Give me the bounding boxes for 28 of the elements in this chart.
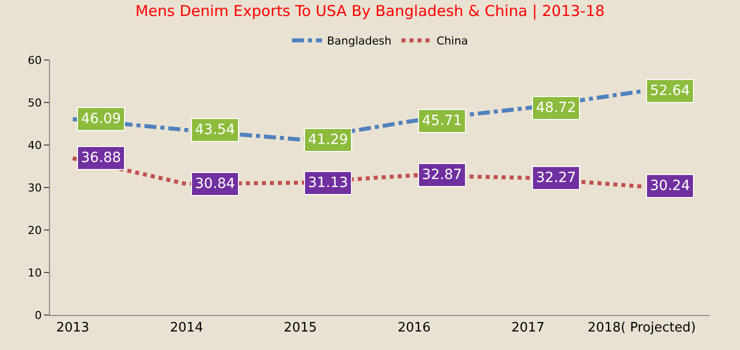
- chart-title: Mens Denim Exports To USA By Bangladesh & China | 2013-18: [135, 2, 605, 20]
- data-label: 41.29: [308, 132, 348, 148]
- x-tick-label: 2013: [56, 320, 90, 336]
- data-label: 43.54: [195, 122, 236, 138]
- data-label: 32.87: [422, 167, 462, 183]
- y-tick-label: 10: [28, 266, 42, 280]
- data-label: 31.13: [308, 175, 348, 191]
- x-tick-label: 2017: [511, 320, 544, 336]
- data-label: 52.64: [650, 83, 690, 99]
- x-tick-label: 2018( Projected): [588, 320, 696, 336]
- y-tick-label: 40: [28, 138, 42, 152]
- data-label: 30.84: [195, 176, 236, 192]
- legend-label: Bangladesh: [327, 34, 392, 48]
- y-tick-label: 60: [28, 54, 42, 67]
- data-label: 30.24: [650, 178, 690, 194]
- legend-label: China: [436, 34, 468, 48]
- y-tick-label: 20: [28, 224, 42, 237]
- data-label: 46.09: [81, 111, 122, 127]
- x-tick-label: 2015: [284, 320, 317, 336]
- data-label: 48.72: [536, 100, 576, 116]
- x-tick-label: 2014: [170, 320, 204, 336]
- data-label: 36.88: [81, 150, 122, 166]
- y-tick-label: 30: [28, 181, 42, 194]
- x-tick-label: 2016: [398, 320, 431, 336]
- data-label: 45.71: [422, 113, 462, 129]
- y-tick-label: 50: [28, 96, 42, 110]
- y-tick-label: 0: [34, 308, 42, 322]
- data-label: 32.27: [536, 170, 576, 186]
